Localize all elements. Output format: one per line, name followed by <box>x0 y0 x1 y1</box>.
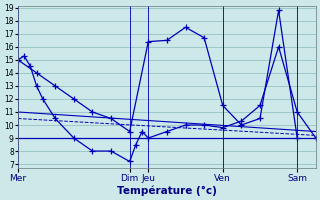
X-axis label: Température (°c): Température (°c) <box>117 185 217 196</box>
